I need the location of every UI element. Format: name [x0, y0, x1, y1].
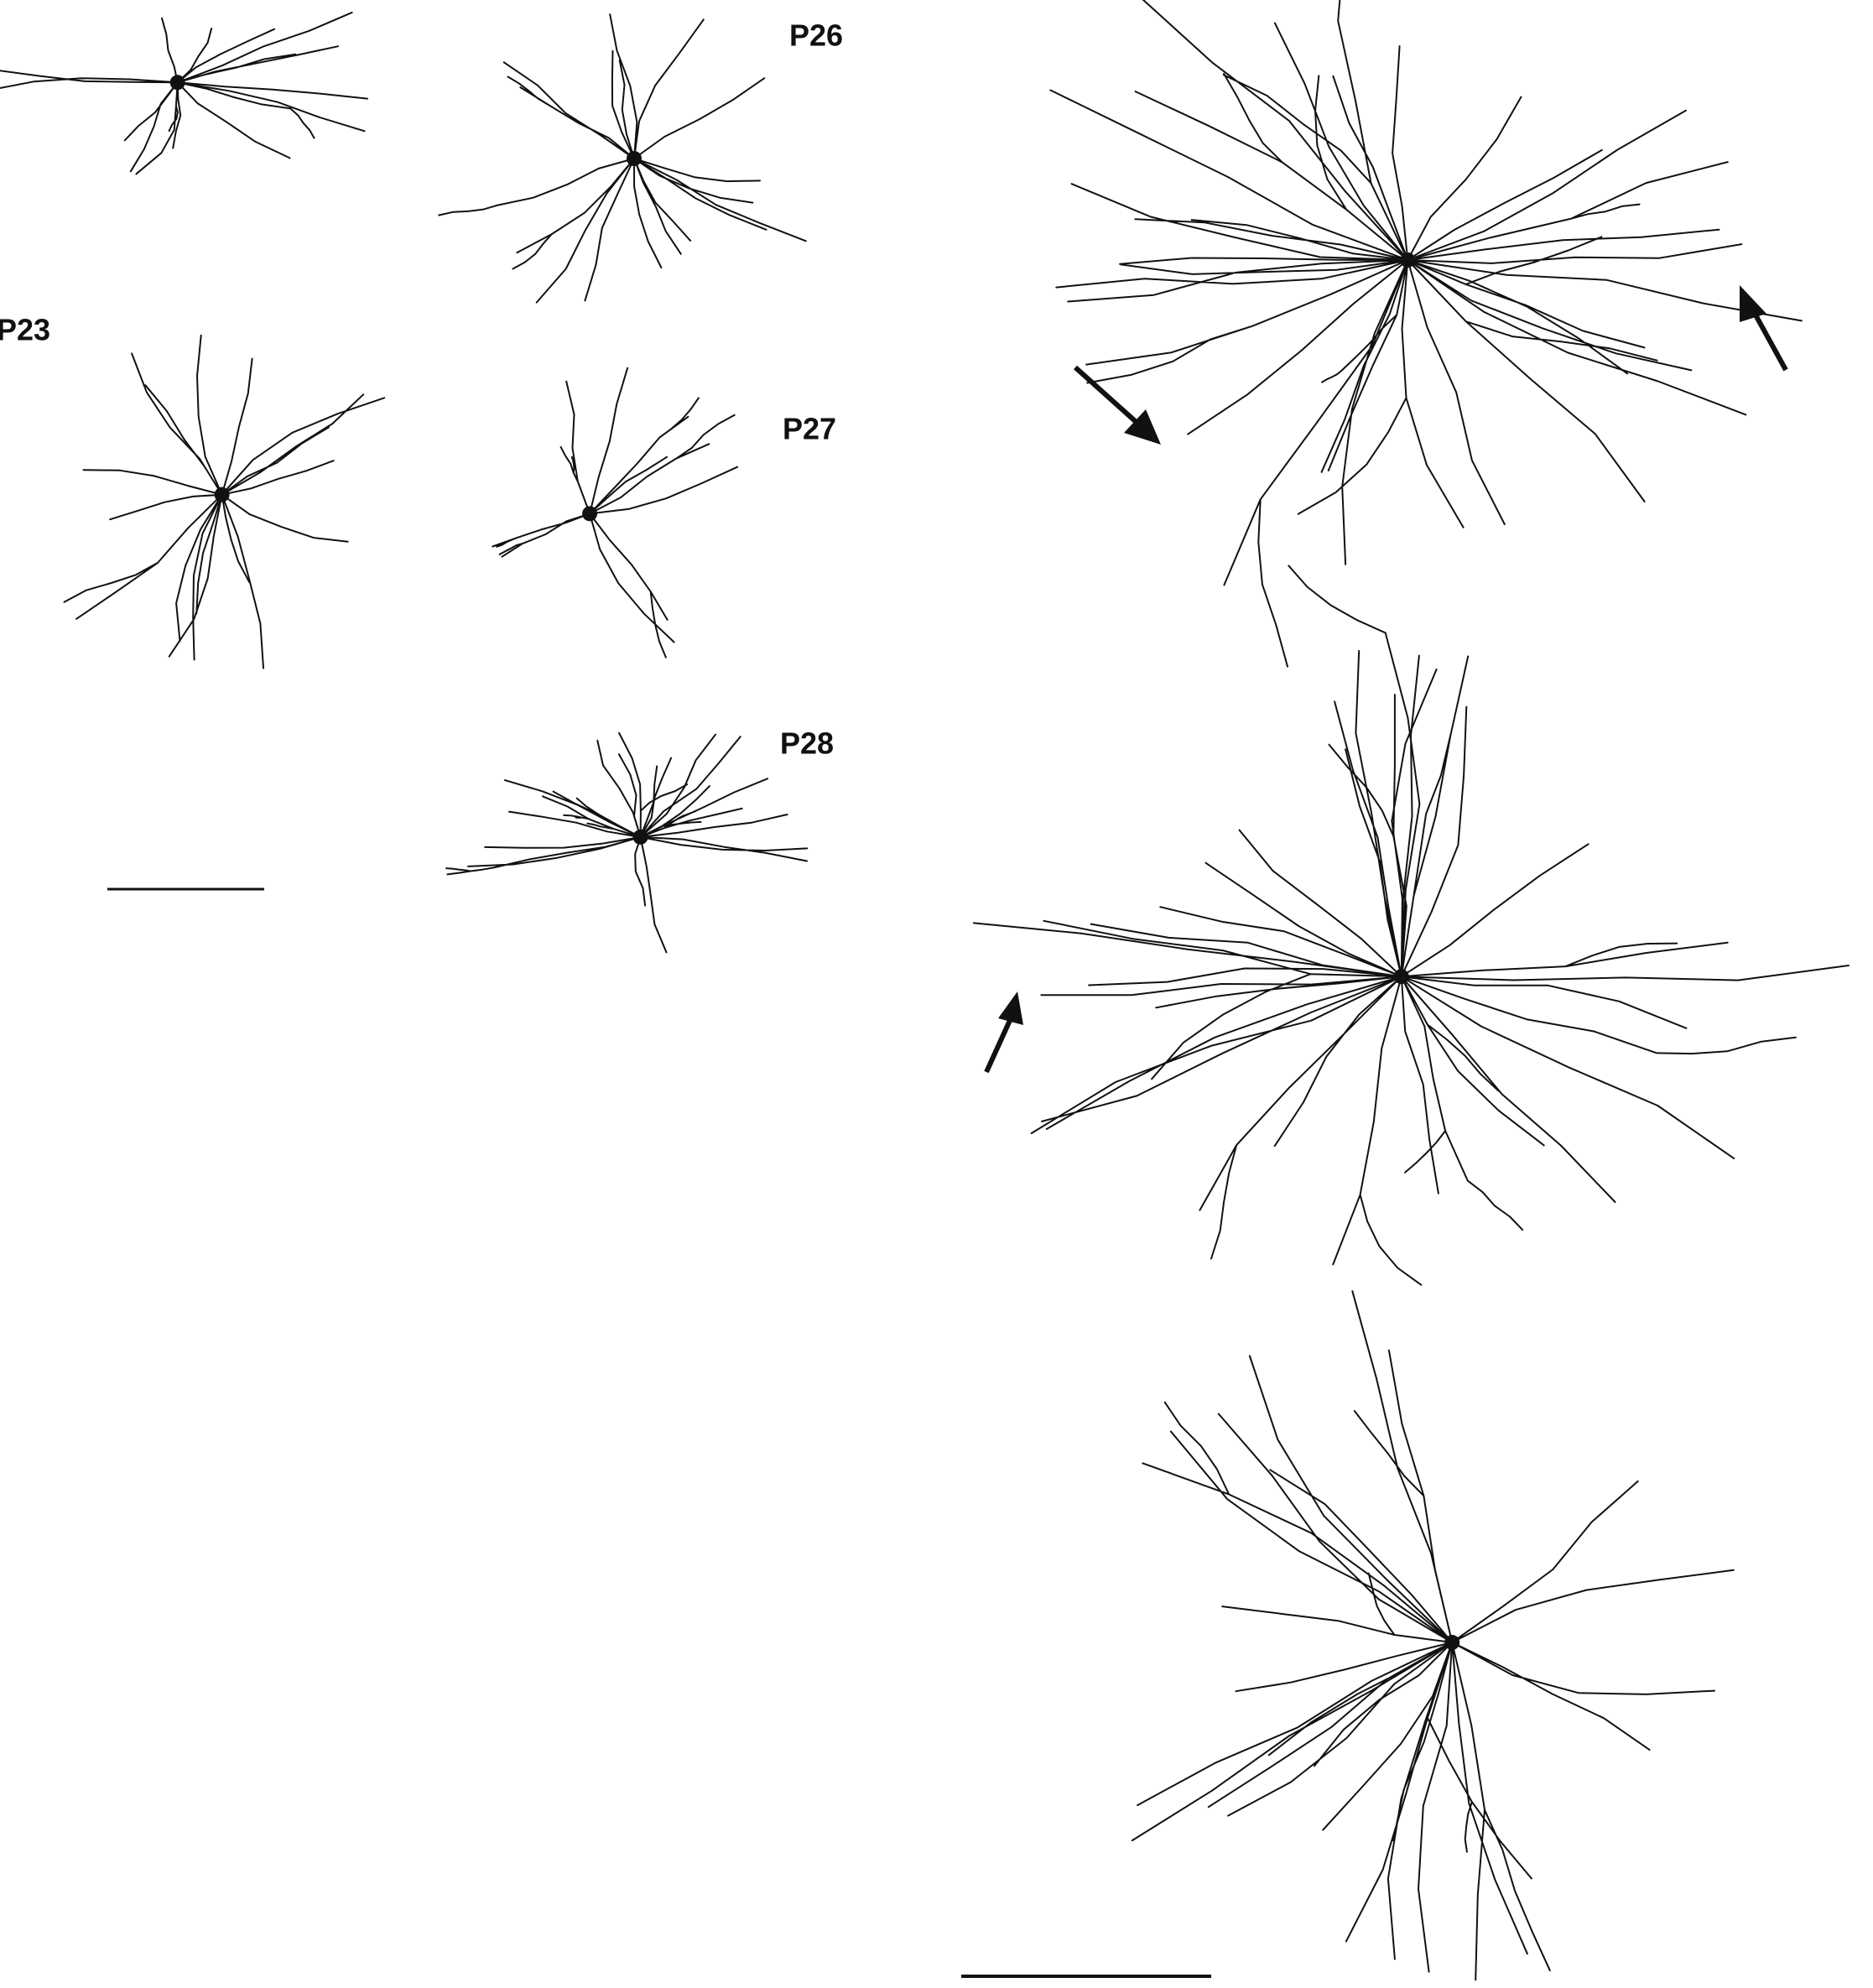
neuron	[445, 731, 809, 954]
neuron	[492, 367, 739, 658]
age-label: P23	[0, 313, 50, 347]
age-label: P28	[780, 726, 834, 761]
neuron	[63, 334, 386, 669]
soma	[1400, 252, 1416, 268]
neuron	[438, 13, 807, 304]
soma	[1393, 969, 1409, 985]
neuron	[0, 11, 368, 175]
neuron	[1049, 0, 1803, 668]
arrows	[984, 285, 1788, 1074]
age-label: P27	[783, 412, 836, 446]
neuron	[1131, 1290, 1735, 1981]
soma	[632, 829, 648, 845]
neuron	[972, 565, 1850, 1286]
age-label: P26	[789, 18, 843, 53]
soma	[582, 506, 598, 522]
soma	[627, 151, 642, 166]
soma	[169, 75, 185, 91]
soma	[1444, 1635, 1460, 1651]
soma	[214, 487, 230, 502]
